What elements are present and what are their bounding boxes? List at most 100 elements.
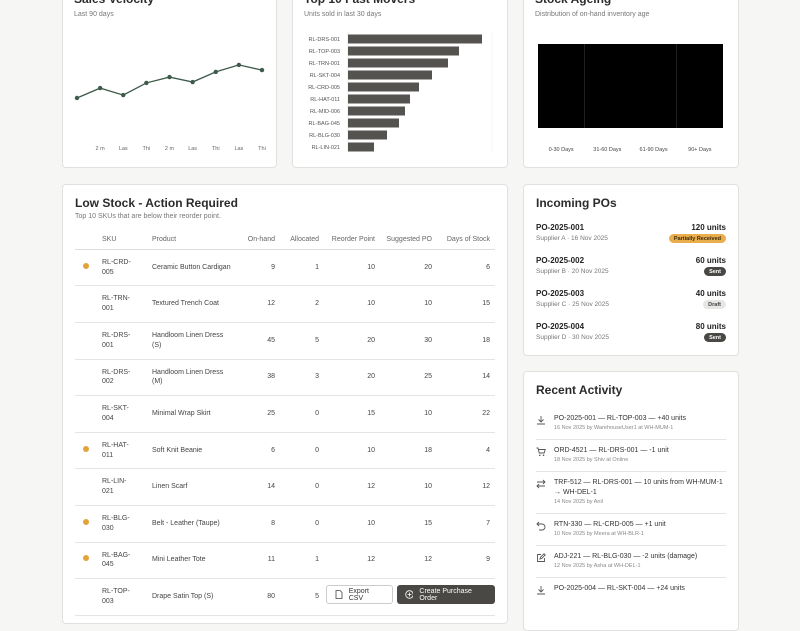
- table-cell: 2: [280, 285, 324, 323]
- transfer-icon: [536, 479, 546, 489]
- table-cell: 22: [437, 395, 495, 433]
- activity-text: RTN-330 — RL-CRD-005 — +1 unit: [554, 521, 666, 528]
- incoming-pos-card: Incoming POs PO-2025-001 Supplier A · 16 …: [523, 184, 739, 356]
- po-id: PO-2025-003: [536, 289, 585, 298]
- flag-cell: [75, 505, 102, 543]
- table-row: RL-BAG-045 Mini Leather Tote 11 1 12 12 9: [75, 542, 495, 580]
- column-header: SKU: [102, 231, 152, 250]
- table-row: RL-CRD-005 Ceramic Button Cardigan 9 1 10 20 6: [75, 249, 495, 287]
- table-cell: 0: [280, 505, 324, 543]
- table-cell: 38: [247, 359, 280, 397]
- table-cell: 12: [324, 468, 380, 506]
- po-units: 120 units: [691, 223, 726, 232]
- po-id: PO-2025-004: [536, 322, 585, 331]
- activity-meta: 10 Nov 2025 by Meera at WH-BLR-1: [554, 531, 644, 538]
- po-item: PO-2025-001 Supplier A · 16 Nov 2025 120 u…: [536, 223, 726, 253]
- table-cell: 12: [437, 468, 495, 506]
- column-header: Days of Stock: [437, 231, 495, 250]
- create-po-button[interactable]: Create Purchase Order: [397, 585, 495, 604]
- button-label: Create Purchase Order: [419, 587, 472, 602]
- table-cell: 18: [437, 322, 495, 360]
- table-cell: Drape Satin Top (S): [152, 578, 247, 616]
- flag-dot: [83, 445, 89, 452]
- table-cell: Belt - Leather (Taupe): [152, 505, 247, 543]
- po-status-badge: Draft: [703, 300, 726, 309]
- po-item: PO-2025-002 Supplier B · 20 Nov 2025 60 un…: [536, 256, 726, 286]
- table-cell: 25: [247, 395, 280, 433]
- plus-icon: [405, 590, 414, 599]
- po-supplier: Supplier D · 30 Nov 2025: [536, 334, 609, 341]
- po-item: PO-2025-004 Supplier D · 30 Nov 2025 80 un…: [536, 322, 726, 352]
- table-cell: RL-BAG-045: [102, 542, 152, 580]
- table-cell: 20: [324, 322, 380, 360]
- table-cell: 25: [380, 359, 437, 397]
- table-cell: 0: [280, 432, 324, 470]
- table-row: RL-DRS-001 Handloom Linen Dress (S) 45 5 20 3…: [75, 322, 495, 360]
- po-status-badge: Partially Received: [668, 234, 726, 243]
- export-button[interactable]: Export CSV: [326, 585, 393, 604]
- low-stock-table: SKU Product On-hand Allocated Reorder Point S…: [75, 231, 495, 616]
- table-cell: RL-DRS-001: [102, 322, 152, 360]
- table-cell: 15: [380, 505, 437, 543]
- table-cell: 12: [380, 542, 437, 580]
- table-cell: 6: [437, 249, 495, 287]
- flag-dot: [83, 555, 89, 562]
- table-row: RL-SKT-004 Minimal Wrap Skirt 25 0 15 10 22: [75, 395, 495, 433]
- flag-dot: [83, 518, 89, 525]
- table-cell: Ceramic Button Cardigan: [152, 249, 247, 287]
- activity-text: PO-2025-001 — RL-TOP-003 — +40 units: [554, 415, 686, 422]
- button-label: Export CSV: [348, 587, 369, 602]
- fast-movers-card: [292, 0, 508, 168]
- table-cell: 20: [380, 249, 437, 287]
- column-header: Reorder Point: [324, 231, 380, 250]
- po-status-badge: Sent: [704, 267, 726, 276]
- table-cell: 9: [437, 542, 495, 580]
- receive-icon: [537, 416, 545, 425]
- flag-header: [75, 231, 102, 250]
- po-supplier: Supplier A · 16 Nov 2025: [536, 235, 608, 242]
- activity-text: PO-2025-004 — RL-SKT-004 — +24 units: [554, 585, 685, 592]
- card-subtitle: Top 10 SKUs that are below their reorder…: [75, 213, 221, 220]
- sales-velocity-card: [62, 0, 277, 168]
- po-units: 40 units: [695, 289, 726, 298]
- table-cell: 0: [280, 468, 324, 506]
- activity-item: RTN-330 — RL-CRD-005 — +1 unit 10 Nov 20…: [536, 520, 726, 546]
- stock-ageing-card: [523, 0, 739, 168]
- column-header: Allocated: [280, 231, 324, 250]
- flag-cell: [75, 578, 102, 616]
- flag-cell: [75, 432, 102, 470]
- activity-meta: 18 Nov 2025 by Shiv at Online: [554, 457, 629, 464]
- table-cell: 20: [324, 359, 380, 397]
- table-cell: RL-LIN-021: [102, 468, 152, 506]
- table-cell: RL-TRN-001: [102, 285, 152, 323]
- table-cell: 9: [247, 249, 280, 287]
- table-cell: 14: [437, 359, 495, 397]
- activity-item: ADJ-221 — RL-BLG-030 — -2 units (damage)…: [536, 552, 726, 578]
- flag-cell: [75, 322, 102, 360]
- flag-dot: [83, 262, 89, 269]
- table-cell: 80: [247, 578, 280, 616]
- table-cell: 15: [324, 395, 380, 433]
- table-cell: 10: [324, 285, 380, 323]
- activity-text: ORD-4521 — RL-DRS-001 — -1 unit: [554, 447, 669, 454]
- po-units: 80 units: [695, 322, 726, 331]
- table-cell: RL-DRS-002: [102, 359, 152, 397]
- table-cell: 30: [380, 322, 437, 360]
- flag-cell: [75, 395, 102, 433]
- column-header: On-hand: [247, 231, 280, 250]
- table-cell: 10: [380, 285, 437, 323]
- table-cell: 14: [247, 468, 280, 506]
- card-title: Recent Activity: [536, 383, 623, 397]
- table-cell: 4: [437, 432, 495, 470]
- po-item: PO-2025-003 Supplier C · 25 Nov 2025 40 un…: [536, 289, 726, 319]
- table-cell: 5: [280, 578, 324, 616]
- card-title: Incoming POs: [536, 196, 617, 210]
- activity-item: ORD-4521 — RL-DRS-001 — -1 unit 18 Nov 2…: [536, 446, 726, 472]
- table-cell: 12: [324, 542, 380, 580]
- table-row: RL-HAT-011 Soft Knit Beanie 6 0 10 18 4: [75, 432, 495, 470]
- table-cell: Linen Scarf: [152, 468, 247, 506]
- return-icon: [536, 521, 546, 531]
- table-cell: 15: [437, 285, 495, 323]
- flag-cell: [75, 285, 102, 323]
